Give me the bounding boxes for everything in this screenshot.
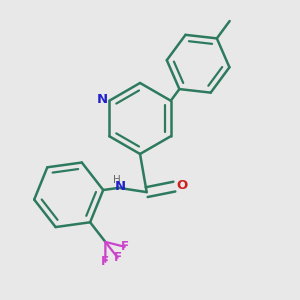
Text: F: F (114, 251, 122, 264)
Text: N: N (96, 93, 108, 106)
Text: F: F (101, 255, 110, 268)
Text: F: F (121, 240, 129, 253)
Text: N: N (115, 180, 126, 193)
Text: H: H (113, 175, 121, 184)
Text: O: O (176, 179, 187, 192)
